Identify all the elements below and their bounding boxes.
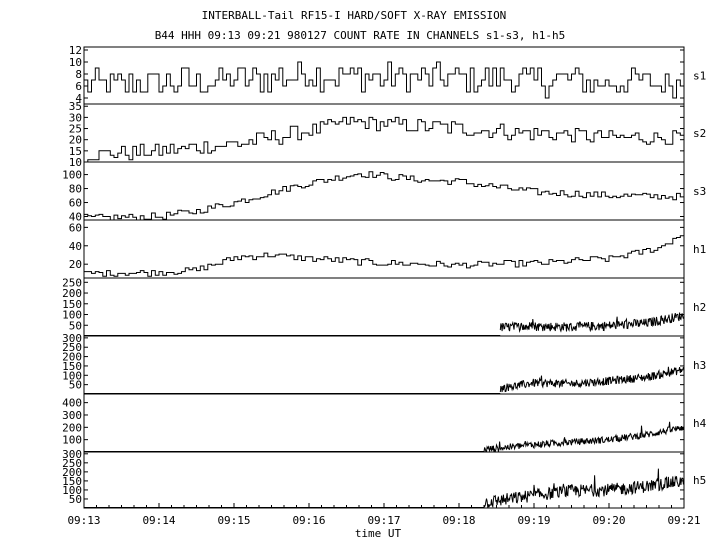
panel-frame-s3 <box>83 161 685 221</box>
x-tick-label-09:18: 09:18 <box>442 514 475 527</box>
x-axis-label: time UT <box>355 527 402 540</box>
y-tick-label-s3-80: 80 <box>69 183 82 196</box>
x-tick-label-09:19: 09:19 <box>517 514 550 527</box>
y-tick-label-h4-400: 400 <box>62 397 82 410</box>
x-tick-label-09:17: 09:17 <box>367 514 400 527</box>
channel-label-h2: h2 <box>693 301 706 314</box>
y-tick-label-s3-100: 100 <box>62 169 82 182</box>
panel-frame-s1 <box>83 46 685 105</box>
x-tick-label-09:15: 09:15 <box>217 514 250 527</box>
series-line-h3 <box>499 366 684 393</box>
y-tick-label-s1-10: 10 <box>69 56 82 69</box>
panel-frame-h2 <box>83 277 685 337</box>
y-tick-label-s2-15: 15 <box>69 145 82 158</box>
series-line-s2 <box>84 116 684 163</box>
y-tick-label-h2-50: 50 <box>69 319 82 332</box>
y-tick-label-h5-250: 250 <box>62 457 82 470</box>
series-line-h1 <box>84 235 684 277</box>
y-tick-label-h1-20: 20 <box>69 258 82 271</box>
y-tick-label-s1-6: 6 <box>75 80 82 93</box>
y-tick-label-s1-12: 12 <box>69 44 82 57</box>
panel-frame-h1 <box>83 219 685 279</box>
x-tick-label-09:14: 09:14 <box>142 514 175 527</box>
y-tick-label-h2-100: 100 <box>62 309 82 322</box>
panels-group: 4681012s1101520253035s2406080100s3204060… <box>62 44 707 509</box>
channel-label-h4: h4 <box>693 417 707 430</box>
x-tick-label-09:21: 09:21 <box>667 514 700 527</box>
panel-h1: 20 40 60 h1 <box>69 219 706 279</box>
y-tick-label-h4-200: 200 <box>62 421 82 434</box>
series-line-h4 <box>483 421 684 453</box>
series-line-h5 <box>483 468 684 509</box>
y-tick-label-h2-150: 150 <box>62 298 82 311</box>
x-tick-label-09:16: 09:16 <box>292 514 325 527</box>
y-tick-label-s2-25: 25 <box>69 123 82 136</box>
y-tick-label-h5-50: 50 <box>69 493 82 506</box>
y-tick-label-s2-30: 30 <box>69 111 82 124</box>
y-tick-label-h1-60: 60 <box>69 221 82 234</box>
channel-label-h1: h1 <box>693 243 706 256</box>
y-tick-label-h3-50: 50 <box>69 379 82 392</box>
x-tick-label-09:13: 09:13 <box>67 514 100 527</box>
y-tick-label-h2-200: 200 <box>62 287 82 300</box>
y-tick-label-s2-10: 10 <box>69 156 82 169</box>
y-tick-label-h5-200: 200 <box>62 466 82 479</box>
y-tick-label-h3-150: 150 <box>62 360 82 373</box>
chart-title: INTERBALL-Tail RF15-I HARD/SOFT X-RAY EM… <box>202 9 507 22</box>
y-tick-label-h3-100: 100 <box>62 369 82 382</box>
y-tick-label-h4-300: 300 <box>62 409 82 422</box>
x-tick-label-09:20: 09:20 <box>592 514 625 527</box>
y-tick-label-s3-40: 40 <box>69 211 82 224</box>
y-tick-label-s1-8: 8 <box>75 68 82 81</box>
y-tick-label-h3-200: 200 <box>62 351 82 364</box>
y-tick-label-h2-250: 250 <box>62 276 82 289</box>
channel-label-s1: s1 <box>693 70 706 83</box>
series-line-h2 <box>499 312 684 334</box>
series-line-s1 <box>84 61 684 99</box>
y-tick-label-s1-4: 4 <box>75 92 82 105</box>
panel-frame-h4 <box>83 393 685 453</box>
y-tick-label-h3-300: 300 <box>62 332 82 345</box>
chart-subtitle: B44 HHH 09:13 09:21 980127 COUNT RATE IN… <box>155 29 566 42</box>
y-tick-label-h5-150: 150 <box>62 475 82 488</box>
y-tick-label-h5-300: 300 <box>62 448 82 461</box>
channel-label-s3: s3 <box>693 185 706 198</box>
channel-label-h3: h3 <box>693 359 706 372</box>
y-tick-label-s2-20: 20 <box>69 134 82 147</box>
channel-label-h5: h5 <box>693 474 706 487</box>
channel-label-s2: s2 <box>693 127 706 140</box>
y-tick-label-s2-35: 35 <box>69 100 82 113</box>
y-tick-label-h1-40: 40 <box>69 240 82 253</box>
y-tick-label-h3-250: 250 <box>62 341 82 354</box>
y-tick-label-s3-60: 60 <box>69 197 82 210</box>
x-axis: 09:13 09:14 09:15 09:16 09:17 09:18 09:19 09:20… <box>67 503 701 527</box>
y-tick-label-h5-100: 100 <box>62 484 82 497</box>
series-line-s3 <box>84 171 684 221</box>
y-tick-label-h4-100: 100 <box>62 434 82 447</box>
